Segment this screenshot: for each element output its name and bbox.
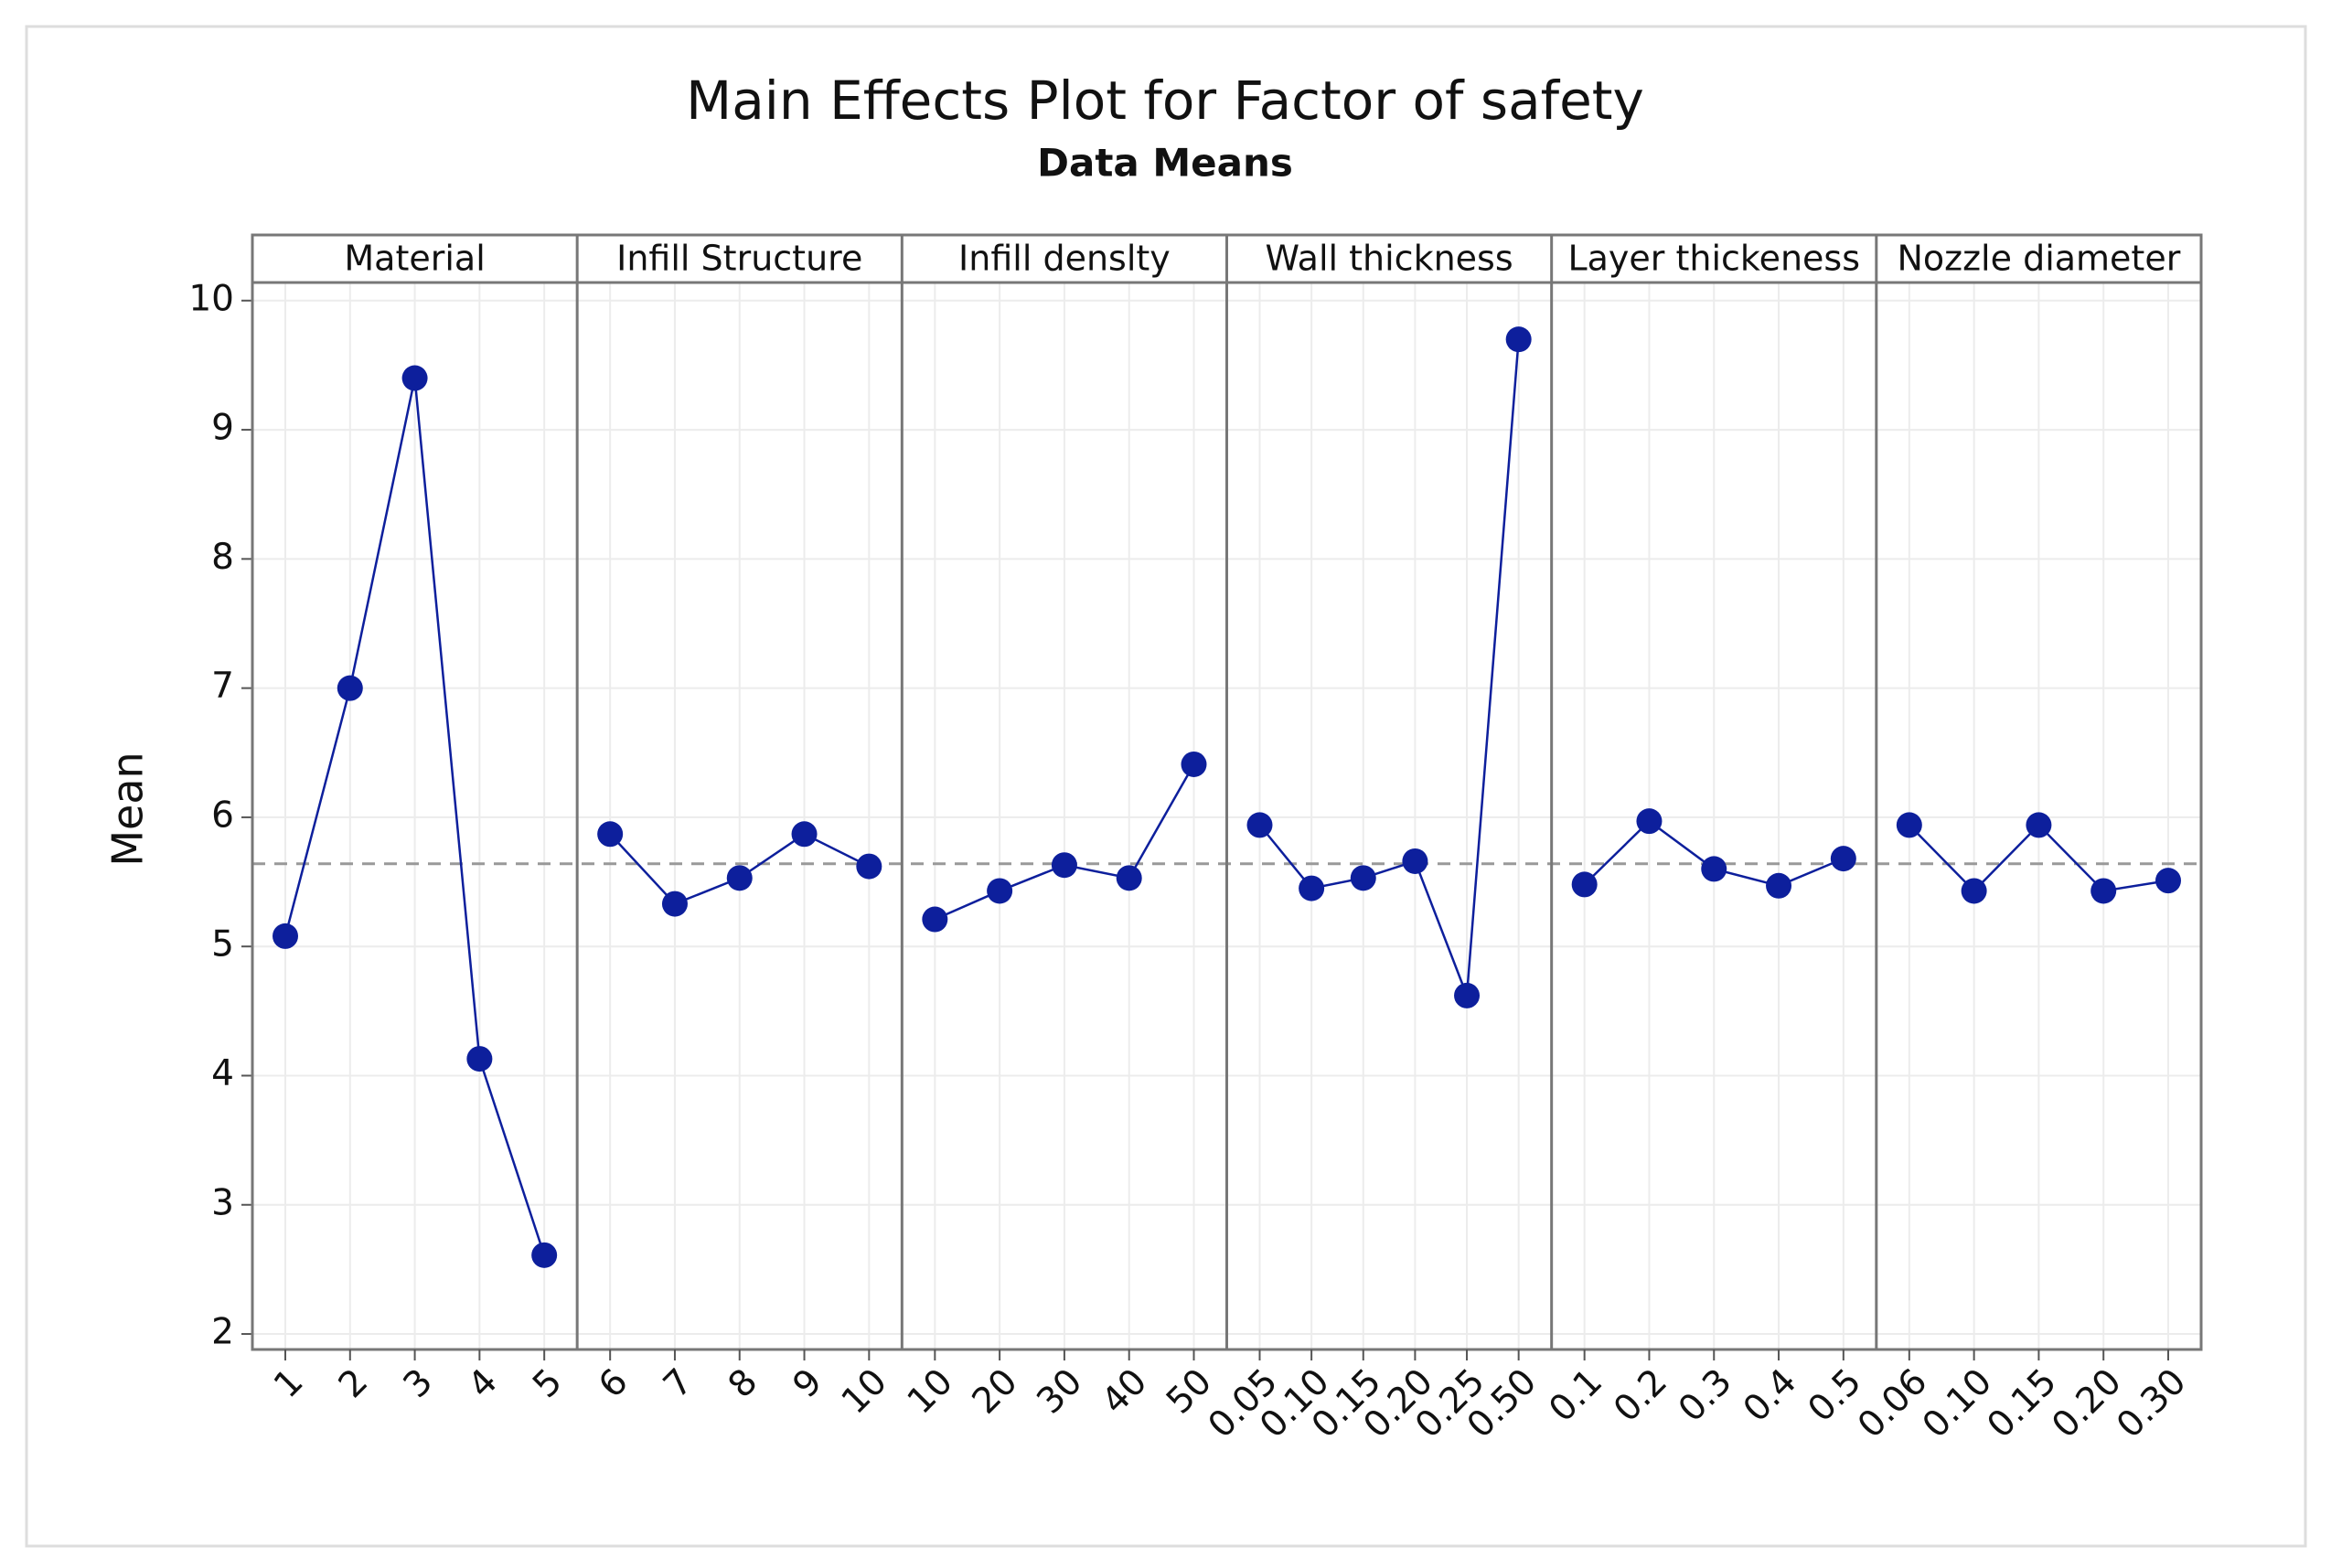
effect-point: [2090, 878, 2117, 904]
y-tick-label: 5: [211, 924, 234, 965]
effect-point: [1636, 808, 1663, 835]
panel-title: Infill denslty: [958, 239, 1171, 279]
y-tick-label: 8: [211, 537, 234, 578]
effect-point: [273, 923, 298, 949]
y-tick-label: 9: [211, 408, 234, 449]
y-axis-label: Mean: [103, 752, 153, 866]
effect-point: [2155, 868, 2181, 894]
effect-point: [1961, 878, 1987, 904]
effect-point: [1246, 812, 1273, 838]
effect-point: [1350, 865, 1376, 891]
effect-point: [2026, 812, 2052, 838]
effect-line: [1258, 339, 1520, 997]
effect-point: [1181, 751, 1207, 777]
effect-point: [1116, 865, 1142, 891]
y-tick-label: 2: [211, 1312, 234, 1353]
effect-point: [337, 675, 363, 701]
effect-point: [726, 865, 753, 891]
effect-point: [922, 906, 948, 933]
panel-title: Material: [344, 239, 485, 279]
effect-point: [1571, 871, 1598, 898]
effect-point: [1896, 812, 1922, 838]
effect-point: [1505, 326, 1532, 353]
panel-title: Nozzle diameter: [1897, 239, 2180, 279]
effect-point: [987, 878, 1013, 904]
effect-point: [1299, 875, 1325, 901]
y-tick-label: 7: [211, 666, 234, 707]
effect-point: [1766, 872, 1792, 899]
effect-point: [791, 821, 818, 848]
effect-point: [1454, 982, 1481, 1008]
y-tick-label: 4: [211, 1053, 234, 1094]
effect-point: [597, 821, 624, 848]
effect-point: [856, 853, 882, 880]
panel-title: Infill Structure: [616, 239, 862, 279]
effect-point: [1830, 846, 1856, 872]
effect-point: [1701, 856, 1727, 882]
effect-point: [401, 365, 428, 391]
y-tick-label: 3: [211, 1182, 234, 1223]
chart-subtitle: Data Means: [1037, 141, 1293, 186]
chart-border: [25, 25, 2307, 1548]
effect-point: [531, 1242, 558, 1268]
y-tick-label: 10: [188, 278, 234, 319]
panel-title: Layer thickeness: [1567, 239, 1860, 279]
panel-title: Wall thickness: [1266, 239, 1513, 279]
effect-point: [1051, 852, 1077, 879]
effect-point: [1402, 848, 1428, 874]
y-tick-label: 6: [211, 795, 234, 836]
effect-point: [466, 1046, 493, 1072]
effect-point: [661, 891, 688, 917]
chart-title: Main Effects Plot for Factor of safety: [686, 69, 1644, 132]
